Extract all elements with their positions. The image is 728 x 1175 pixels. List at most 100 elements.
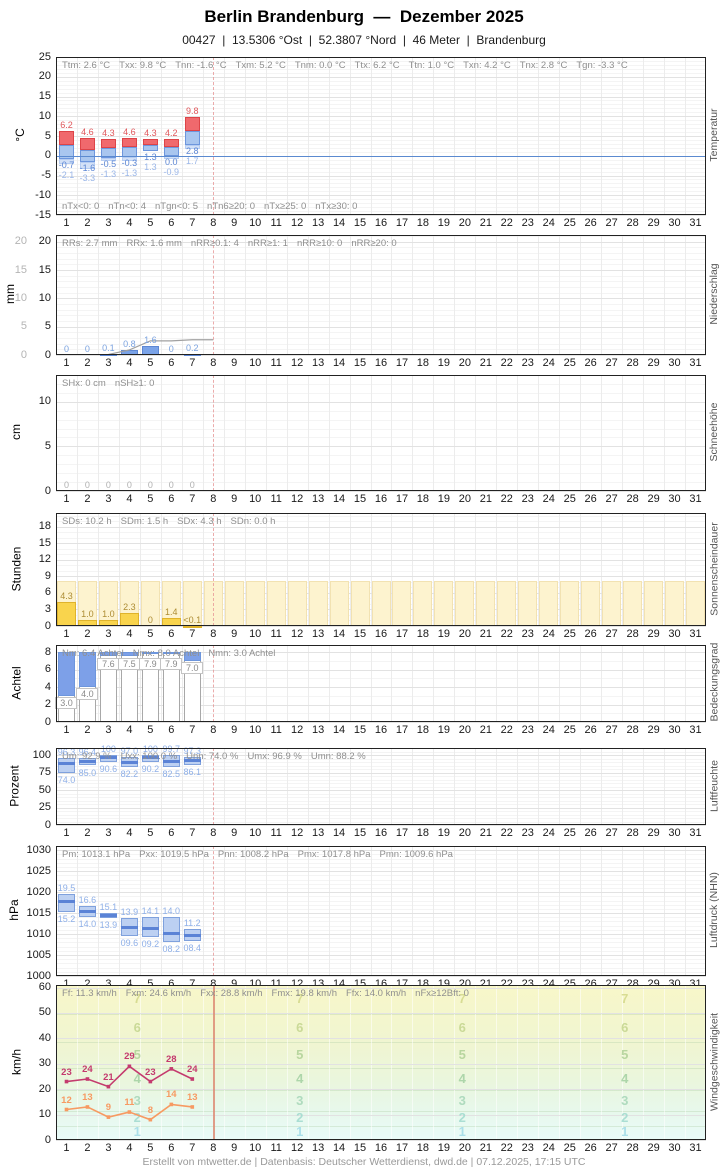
minor-gridline <box>56 900 706 902</box>
x-tick-label: 18 <box>416 628 430 640</box>
major-gridline <box>56 722 706 723</box>
x-tick-label: 14 <box>332 493 346 505</box>
day-gridline <box>454 375 456 491</box>
stat-item: Ttm: 2.6 °C <box>62 60 111 71</box>
wind-value-label: 12 <box>61 1094 72 1106</box>
day-gridline <box>664 375 666 491</box>
minor-gridline <box>56 776 706 777</box>
cloud-cover-label: 7.9 <box>160 658 183 671</box>
minor-gridline <box>56 713 706 715</box>
major-gridline <box>56 790 706 791</box>
stat-item: Txm: 5.2 °C <box>235 60 286 71</box>
day-gridline <box>76 748 78 825</box>
major-gridline <box>56 298 706 300</box>
day-gridline <box>622 513 624 626</box>
x-tick-label: 9 <box>231 827 238 839</box>
stat-item: nTx≥25: 0 <box>264 201 307 212</box>
day-gridline <box>265 985 267 1140</box>
day-gridline <box>622 375 624 491</box>
day-gridline <box>475 375 477 491</box>
x-tick-label: 18 <box>416 357 430 369</box>
day-gridline <box>265 235 267 355</box>
cloud-cover-label: 7.0 <box>181 661 204 674</box>
x-tick-label: 6 <box>168 628 175 640</box>
wind-value-label: 24 <box>82 1064 93 1076</box>
x-tick-label: 15 <box>353 357 367 369</box>
beaufort-scale-label: 6 <box>133 1020 141 1036</box>
day-gridline <box>475 645 477 722</box>
x-tick-label: 12 <box>291 1142 304 1154</box>
x-tick-label: 25 <box>563 724 576 736</box>
day-gridline <box>76 846 78 976</box>
minor-gridline <box>56 247 706 249</box>
temp-max-bar <box>163 139 179 148</box>
day-gridline <box>286 645 288 722</box>
day-gridline <box>244 235 246 355</box>
x-tick-label: 13 <box>311 493 325 505</box>
panel-luftdruck: 1000 1005 1010 1015 1020 1025 1030 1 2 3 4 5 6 7 8 9 10 1… <box>27 844 706 990</box>
stat-item: SDm: 1.5 h <box>120 516 169 527</box>
y-tick-label: -10 <box>35 188 51 201</box>
day-gridline <box>643 846 645 976</box>
temp-ground-bar <box>100 157 116 161</box>
day-gridline <box>391 985 393 1140</box>
day-gridline <box>181 235 183 355</box>
max-label: 96.4 <box>78 746 97 757</box>
stat-item: RRx: 1.6 mm <box>126 238 182 249</box>
minor-gridline <box>56 428 706 430</box>
y-tick-label-secondary: 0 <box>20 348 27 361</box>
y-tick-label: 25 <box>38 801 51 813</box>
beaufort-scale-label: 6 <box>296 1020 304 1036</box>
minor-gridline <box>56 183 706 185</box>
y-tick-label: 6 <box>44 586 51 599</box>
possible-sunshine-bar <box>560 581 580 626</box>
minor-gridline <box>56 482 706 484</box>
day-gridline <box>160 846 162 976</box>
day-gridline <box>118 846 120 976</box>
x-tick-label: 1 <box>63 493 70 505</box>
major-gridline <box>56 955 706 957</box>
day-gridline <box>538 985 540 1140</box>
temp-ground-min-label: -2.1 <box>58 169 75 180</box>
wind-value-label: 13 <box>186 1091 198 1103</box>
minor-gridline <box>56 315 706 317</box>
day-gridline <box>223 748 225 825</box>
y-tick-label: 5 <box>44 439 51 452</box>
stat-item: Txx: 9.8 °C <box>119 60 167 71</box>
y-tick-label: 20 <box>38 70 51 83</box>
wind-value-label: 9 <box>105 1102 112 1114</box>
y-tick-label: 9 <box>44 569 51 582</box>
minor-gridline <box>56 349 706 351</box>
major-gridline <box>56 526 706 528</box>
beaufort-band-line <box>56 1042 706 1044</box>
x-tick-label: 28 <box>626 217 639 229</box>
x-tick-label: 25 <box>563 357 576 369</box>
minor-gridline <box>56 811 706 812</box>
day-gridline <box>391 846 393 976</box>
clear-sky-segment <box>78 652 96 687</box>
x-tick-label: 12 <box>291 724 304 736</box>
value-label: 0 <box>189 480 195 490</box>
major-gridline <box>56 76 706 78</box>
x-tick-label: 5 <box>147 628 154 640</box>
value-label: 0.1 <box>102 343 115 354</box>
minor-gridline <box>56 253 706 255</box>
temp-max-label: 6.2 <box>60 120 73 131</box>
y-tick-label: 1000 <box>26 969 51 982</box>
day-gridline <box>139 748 141 825</box>
minor-gridline <box>56 854 706 856</box>
sunshine-bar <box>56 602 76 626</box>
major-gridline <box>56 987 706 989</box>
x-tick-label: 16 <box>374 493 388 505</box>
minor-gridline <box>56 199 706 201</box>
day-gridline <box>601 748 603 825</box>
beaufort-gradient-background <box>56 985 706 1140</box>
x-tick-label: 19 <box>437 1142 451 1154</box>
x-tick-label: 7 <box>189 724 196 736</box>
day-gridline <box>433 375 435 491</box>
x-tick-label: 21 <box>479 628 492 640</box>
day-gridline <box>391 748 393 825</box>
x-tick-label: 6 <box>168 217 175 229</box>
mean-band <box>183 934 201 938</box>
